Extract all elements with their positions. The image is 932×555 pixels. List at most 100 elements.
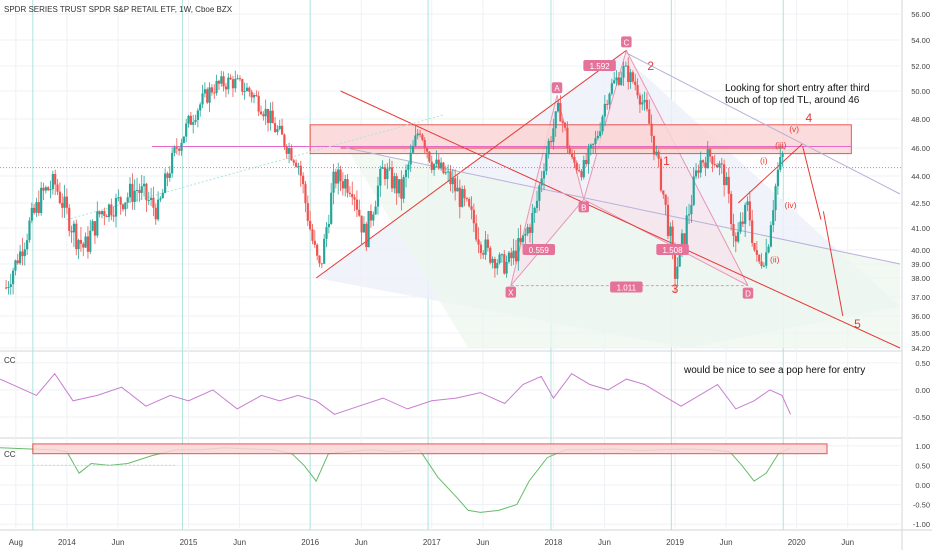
price-candle (563, 122, 567, 128)
price-candle (344, 179, 347, 189)
price-candle (70, 230, 73, 233)
price-candle (395, 176, 398, 194)
price-candle (669, 226, 672, 236)
price-candle (683, 233, 686, 246)
price-candle (278, 125, 281, 129)
y-tick-label: 40.00 (911, 246, 930, 255)
price-candle (238, 78, 242, 80)
wave-label-minor: (iv) (785, 200, 797, 210)
price-candle (365, 223, 368, 248)
price-candle (545, 154, 548, 171)
price-candle (538, 185, 541, 201)
price-candle (355, 199, 359, 210)
price-candle (362, 223, 366, 233)
price-candle (718, 163, 721, 168)
price-candle (713, 164, 716, 166)
price-candle (203, 89, 206, 94)
price-candle (685, 215, 688, 246)
x-tick-label: 2019 (666, 538, 684, 547)
price-candle (608, 93, 611, 105)
price-candle (117, 197, 120, 199)
price-candle (430, 161, 433, 170)
price-candle (248, 87, 251, 92)
price-candle (723, 164, 726, 186)
price-candle (643, 99, 646, 103)
price-candle (727, 176, 730, 194)
x-tick-label: Aug (9, 538, 23, 547)
x-tick-label: Jun (233, 538, 246, 547)
price-candle (648, 109, 651, 124)
y-tick-label: 54.00 (911, 36, 930, 45)
price-candle (273, 123, 277, 133)
price-candle (397, 179, 401, 194)
price-candle (86, 236, 90, 252)
x-tick-label: Jun (720, 538, 733, 547)
price-candle (622, 66, 625, 78)
price-candle (388, 167, 391, 169)
price-candle (641, 102, 644, 105)
price-candle (77, 239, 80, 250)
price-candle (407, 164, 410, 170)
indicator-title: CC (4, 450, 16, 459)
price-candle (196, 110, 199, 120)
price-candle (514, 250, 518, 262)
price-candle (269, 110, 272, 123)
price-candle (259, 111, 263, 115)
price-candle (63, 196, 66, 208)
price-candle (680, 233, 684, 250)
price-candle (528, 227, 532, 233)
price-candle (479, 244, 482, 254)
price-candle (449, 171, 452, 185)
y-tick-label: 0.50 (915, 359, 930, 368)
price-candle (304, 184, 307, 204)
price-candle (617, 77, 620, 85)
price-candle (440, 162, 443, 169)
price-candle (82, 243, 85, 248)
price-candle (147, 200, 150, 202)
price-candle (414, 135, 417, 146)
wave-label-major: 5 (854, 317, 861, 331)
price-candle (493, 258, 497, 269)
price-candle (411, 145, 415, 153)
price-candle (758, 254, 761, 262)
price-candle (206, 89, 209, 103)
price-candle (638, 95, 642, 105)
price-candle (372, 214, 375, 221)
x-tick-label: 2020 (788, 538, 806, 547)
price-candle (224, 86, 228, 90)
price-candle (318, 255, 321, 264)
price-candle (510, 252, 513, 259)
price-candle (755, 250, 758, 255)
price-candle (477, 239, 480, 245)
harmonic-ratio-label: 0.559 (529, 246, 550, 255)
price-candle (409, 152, 412, 165)
price-candle (559, 103, 562, 122)
price-candle (498, 254, 501, 264)
price-candle (779, 156, 782, 170)
price-candle (566, 127, 569, 148)
harmonic-point-c: C (623, 38, 629, 47)
wave-label-major: 1 (663, 154, 670, 168)
price-candle (26, 240, 29, 250)
price-candle (245, 87, 249, 92)
price-candle (400, 179, 403, 199)
price-candle (161, 192, 164, 199)
price-candle (91, 221, 94, 231)
price-candle (11, 270, 15, 285)
price-candle (601, 116, 604, 132)
price-candle (776, 169, 780, 187)
price-candle (276, 128, 279, 133)
x-tick-label: 2018 (544, 538, 562, 547)
price-candle (676, 266, 679, 279)
price-candle (126, 197, 129, 203)
price-candle (454, 178, 457, 192)
harmonic-point-x-bg (505, 286, 517, 298)
cc2-zone-box (32, 443, 828, 455)
price-candle (16, 260, 19, 264)
price-candle (561, 121, 564, 123)
price-candle (124, 202, 127, 210)
y-tick-label: 41.00 (911, 224, 930, 233)
price-candle (421, 134, 424, 140)
price-candle (451, 178, 454, 185)
price-candle (664, 194, 667, 205)
